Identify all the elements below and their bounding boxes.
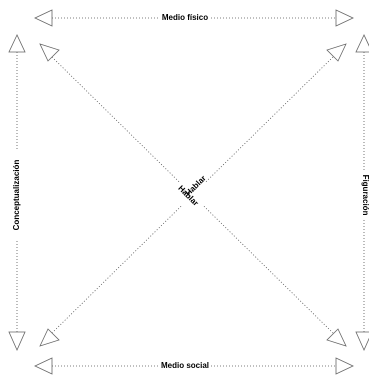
right-arrow xyxy=(355,34,369,351)
left-label: Conceptualización xyxy=(12,160,21,231)
top-label: Medio físico xyxy=(162,13,208,22)
diagonals xyxy=(39,43,347,347)
bottom-arrow xyxy=(34,357,354,375)
bottom-label: Medio social xyxy=(161,361,209,370)
left-arrow xyxy=(8,34,26,351)
top-arrow xyxy=(34,9,354,27)
right-label: Figuración xyxy=(361,175,369,216)
